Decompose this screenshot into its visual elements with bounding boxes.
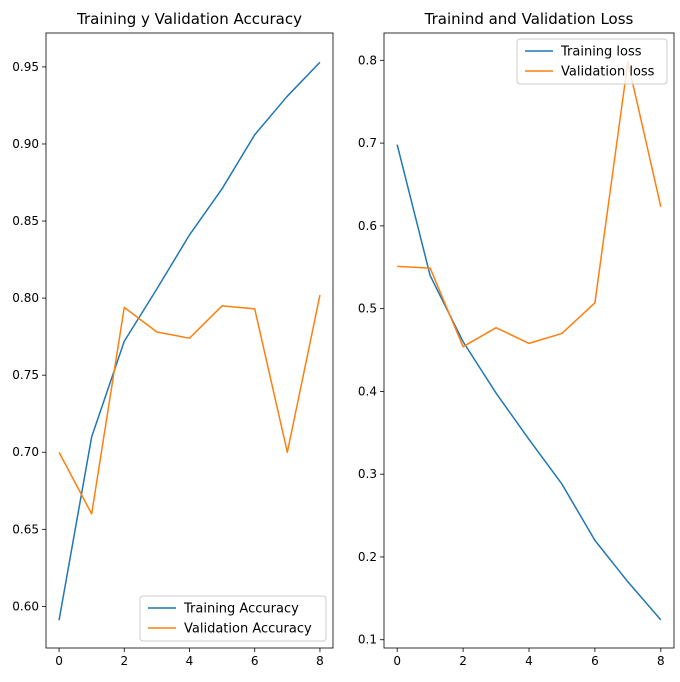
- legend-label-2: Validation loss: [561, 65, 655, 80]
- y-tick-label: 0.8: [358, 53, 377, 67]
- x-tick-label: 0: [55, 654, 63, 668]
- x-tick-label: 4: [186, 654, 194, 668]
- legend: Training Accuracy Validation Accuracy: [139, 595, 327, 642]
- y-tick-label: 0.6: [358, 219, 377, 233]
- x-tick-label: 8: [657, 654, 665, 668]
- axes-frame: [45, 32, 334, 649]
- series-line-1: [396, 144, 662, 621]
- x-tick-label: 6: [591, 654, 599, 668]
- series-line-1: [58, 61, 321, 621]
- y-tick-label: 0.80: [12, 291, 39, 305]
- y-tick-label: 0.85: [12, 214, 39, 228]
- chart-2: Trainind and Validation Loss 0 2 4 6 8 0.1 0.2 0…: [358, 10, 675, 668]
- y-tick-label: 0.5: [358, 302, 377, 316]
- series-line-2: [58, 294, 321, 515]
- legend-label-2: Validation Accuracy: [184, 622, 312, 637]
- y-tick-label: 0.2: [358, 550, 377, 564]
- chart-1: Training y Validation Accuracy 0 2 4 6 8 0.60 0…: [12, 10, 334, 668]
- chart-title: Trainind and Validation Loss: [424, 10, 634, 28]
- y-tick-label: 0.60: [12, 599, 39, 613]
- legend-label-1: Training Accuracy: [183, 602, 299, 617]
- legend-label-1: Training loss: [560, 45, 642, 60]
- legend: Training loss Validation loss: [516, 38, 668, 85]
- x-tick-label: 8: [316, 654, 324, 668]
- series-line-2: [397, 61, 662, 348]
- x-tick-label: 2: [459, 654, 467, 668]
- y-tick-label: 0.65: [12, 522, 39, 536]
- y-tick-label: 0.95: [12, 60, 39, 74]
- x-tick-label: 0: [393, 654, 401, 668]
- legend-box: [516, 38, 668, 85]
- y-tick-label: 0.7: [358, 136, 377, 150]
- y-tick-label: 0.75: [12, 368, 39, 382]
- legend-box: [139, 595, 327, 642]
- x-tick-label: 2: [120, 654, 128, 668]
- x-tick-label: 4: [525, 654, 533, 668]
- y-tick-label: 0.70: [12, 445, 39, 459]
- y-tick-label: 0.1: [358, 633, 377, 647]
- y-tick-label: 0.3: [358, 467, 377, 481]
- y-tick-label: 0.4: [358, 384, 377, 398]
- chart-title: Training y Validation Accuracy: [76, 10, 302, 28]
- x-tick-label: 6: [251, 654, 259, 668]
- axes-frame: [383, 32, 675, 649]
- y-tick-label: 0.90: [12, 137, 39, 151]
